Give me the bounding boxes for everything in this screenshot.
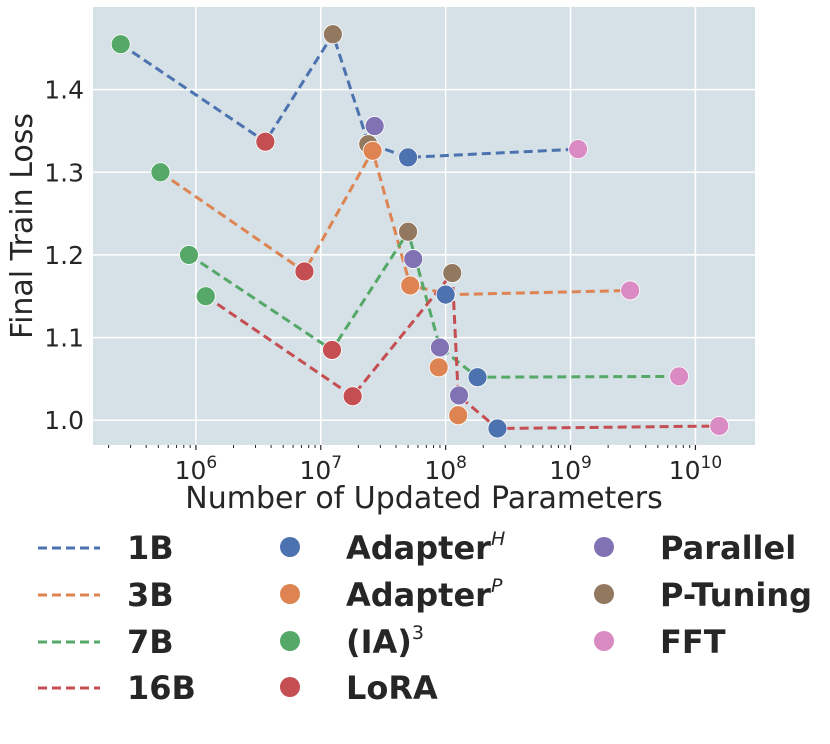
point-1B-ia3 bbox=[110, 34, 131, 55]
point-7B-parallel bbox=[430, 337, 450, 358]
point-3B-adapter_p bbox=[362, 140, 383, 161]
y-tick-label: 1.2 bbox=[44, 241, 84, 270]
y-axis-label: Final Train Loss bbox=[5, 113, 40, 339]
legend-label-adapter_h: AdapterH bbox=[346, 528, 505, 567]
legend-marker-parallel bbox=[594, 537, 614, 557]
point-1B-ptuning bbox=[322, 24, 343, 45]
legend-marker-ptuning bbox=[594, 584, 614, 604]
point-7B-adapter_h bbox=[467, 367, 488, 388]
legend-label-3B: 3B bbox=[127, 576, 174, 614]
point-1B-fft bbox=[568, 139, 589, 160]
legend-marker-fft bbox=[594, 631, 614, 651]
point-3B-fft bbox=[620, 280, 641, 301]
point-16B-ia3 bbox=[195, 286, 216, 307]
point-1B-adapter_h bbox=[398, 147, 418, 168]
y-tick-label: 1.1 bbox=[44, 324, 84, 353]
point-16B-fft bbox=[709, 416, 730, 436]
x-tick-label: 108 bbox=[424, 453, 467, 485]
x-axis-ticks: 106 107 108 109 1010 bbox=[108, 445, 722, 485]
legend-label-fft: FFT bbox=[660, 623, 726, 661]
legend-label-16B: 16B bbox=[127, 669, 196, 707]
legend-label-lora: LoRA bbox=[346, 669, 438, 707]
point-16B-adapter_h bbox=[435, 284, 456, 305]
point-7B-ia3 bbox=[179, 245, 199, 265]
x-axis-label: Number of Updated Parameters bbox=[185, 481, 662, 516]
y-axis-ticks: 1.0 1.1 1.2 1.3 1.4 bbox=[44, 76, 84, 436]
legend-marker-adapter_p bbox=[280, 584, 300, 604]
series-line-7B bbox=[188, 228, 680, 379]
legend-label-ptuning: P-Tuning bbox=[660, 576, 812, 614]
plot-background bbox=[93, 7, 755, 445]
y-tick-label: 1.0 bbox=[44, 406, 84, 435]
legend-marker-lora bbox=[280, 677, 300, 697]
legend-marker-ia3 bbox=[280, 631, 300, 651]
legend-label-ia3: (IA)3 bbox=[346, 622, 424, 661]
series-line-1B bbox=[119, 30, 579, 159]
y-tick-label: 1.3 bbox=[44, 158, 84, 187]
point-7B-fft bbox=[669, 366, 689, 387]
point-7B-parallel bbox=[403, 249, 424, 269]
legend: 1B 3B 7B 16B AdapterH AdapterP (IA)3 LoRA Parall… bbox=[38, 528, 812, 707]
legend-label-1B: 1B bbox=[127, 529, 174, 567]
series-line-16B bbox=[204, 269, 720, 431]
point-3B-ia3 bbox=[150, 162, 171, 183]
point-16B-parallel bbox=[449, 385, 469, 406]
point-1B-lora bbox=[255, 131, 276, 152]
legend-label-7B: 7B bbox=[127, 623, 174, 661]
data-points bbox=[110, 24, 730, 439]
x-tick-label: 1010 bbox=[669, 453, 722, 485]
legend-label-adapter_p: AdapterP bbox=[346, 575, 503, 614]
point-3B-adapter_p bbox=[400, 275, 421, 296]
grid bbox=[93, 7, 755, 445]
point-16B-lora bbox=[342, 386, 363, 407]
point-16B-adapter_h bbox=[487, 418, 508, 439]
series-line-3B bbox=[159, 146, 631, 297]
point-1B-parallel bbox=[364, 116, 385, 136]
y-tick-label: 1.4 bbox=[44, 76, 84, 105]
series-lines bbox=[119, 30, 720, 431]
point-3B-lora bbox=[294, 261, 315, 282]
point-16B-adapter_p bbox=[448, 405, 469, 426]
point-7B-adapter_p bbox=[428, 357, 449, 378]
point-7B-lora bbox=[322, 340, 342, 360]
point-16B-ptuning bbox=[442, 263, 463, 284]
point-7B-ptuning bbox=[398, 221, 418, 242]
legend-marker-adapter_h bbox=[280, 537, 300, 557]
legend-label-parallel: Parallel bbox=[660, 529, 796, 567]
